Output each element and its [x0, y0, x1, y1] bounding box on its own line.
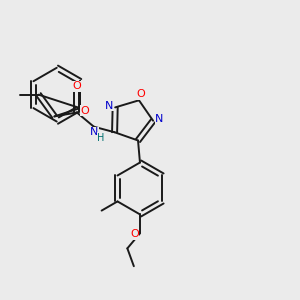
- Text: O: O: [136, 89, 145, 99]
- Text: H: H: [97, 133, 104, 143]
- Text: O: O: [130, 229, 139, 239]
- Text: O: O: [80, 106, 89, 116]
- Text: N: N: [105, 101, 113, 111]
- Text: O: O: [73, 81, 81, 91]
- Text: N: N: [90, 127, 99, 137]
- Text: N: N: [155, 114, 164, 124]
